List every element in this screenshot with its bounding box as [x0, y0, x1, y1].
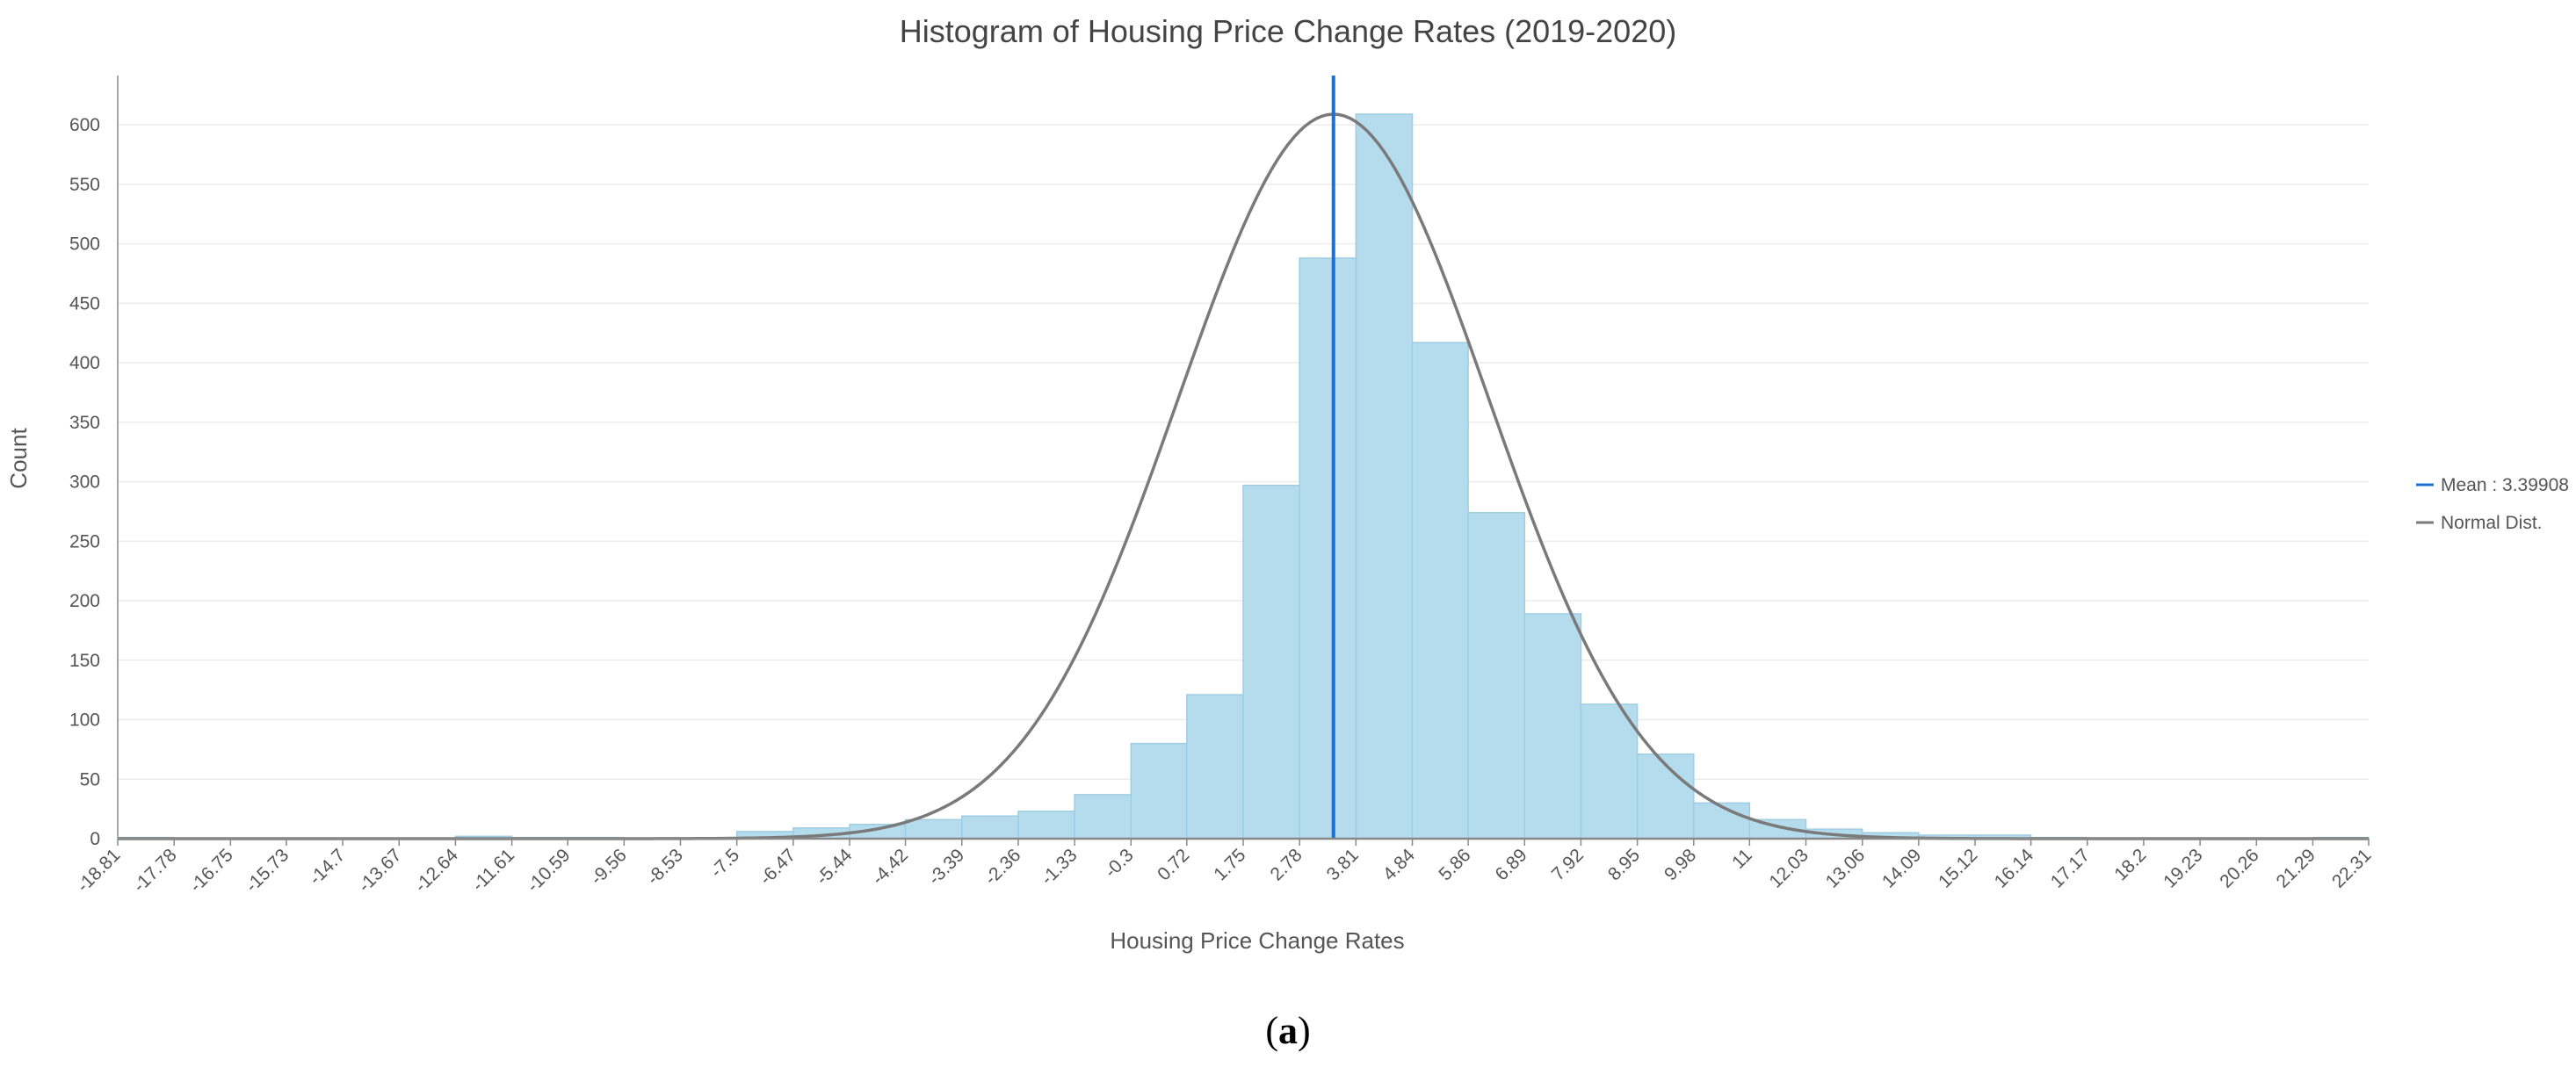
x-tick-label: 18.2: [2110, 845, 2150, 884]
x-tick-label: 6.89: [1492, 845, 1531, 884]
x-tick-label: -8.53: [643, 845, 687, 889]
x-tick-label: -1.33: [1037, 845, 1081, 889]
x-tick-label: 17.17: [2047, 845, 2094, 891]
x-tick-label: 5.86: [1435, 845, 1474, 884]
y-tick-label: 600: [69, 115, 100, 135]
x-tick-label: 12.03: [1766, 845, 1813, 891]
x-tick-label: -12.64: [411, 845, 463, 897]
x-tick-label: -13.67: [354, 845, 405, 896]
x-tick-label: 13.06: [1822, 845, 1869, 891]
histogram-bar: [1299, 257, 1357, 840]
x-tick-label: -2.36: [980, 845, 1024, 889]
y-tick-label: 150: [69, 651, 100, 671]
x-tick-label: 19.23: [2160, 845, 2206, 891]
x-tick-label: 9.98: [1661, 845, 1700, 884]
x-tick-label: 22.31: [2328, 845, 2375, 891]
histogram-bar: [1242, 484, 1300, 840]
x-tick-label: 14.09: [1878, 845, 1925, 891]
histogram-bar: [1411, 342, 1469, 840]
y-tick-label: 550: [69, 175, 100, 195]
histogram-bar: [1355, 113, 1414, 840]
x-axis-title: Housing Price Change Rates: [1110, 927, 1404, 954]
y-axis: 0 50 100 150 200 250 300 350 400 450 500 550 600: [69, 76, 119, 849]
caption-letter: a: [1278, 1009, 1298, 1052]
y-tick-label: 350: [69, 413, 100, 433]
x-tick-label: 0.72: [1154, 845, 1193, 884]
histogram-bar: [1523, 613, 1582, 840]
y-tick-label: 400: [69, 353, 100, 373]
y-tick-label: 100: [69, 710, 100, 731]
caption-close-paren: ): [1298, 1009, 1311, 1052]
y-tick-label: 500: [69, 234, 100, 255]
x-tick-label: 4.84: [1379, 845, 1419, 884]
legend: Mean : 3.39908 Normal Dist.: [2416, 475, 2569, 533]
histogram-bar: [1580, 703, 1639, 840]
histogram-bar: [1467, 512, 1526, 840]
x-tick-label: -0.3: [1101, 845, 1138, 882]
x-tick-label: -4.42: [868, 845, 912, 889]
x-tick-label: -9.56: [587, 845, 631, 889]
histogram-bar: [1186, 694, 1244, 840]
chart-title: Histogram of Housing Price Change Rates …: [900, 13, 1676, 49]
x-tick-label: 7.92: [1548, 845, 1588, 884]
legend-normal-label: Normal Dist.: [2441, 513, 2543, 533]
histogram-bars: [117, 113, 2370, 840]
y-tick-label: 50: [80, 769, 100, 789]
x-axis: -18.81 -17.78 -16.75 -15.73 -14.7 -13.67 -12.6…: [73, 837, 2375, 897]
x-tick-label: 15.12: [1935, 845, 1981, 891]
x-tick-label: 21.29: [2272, 845, 2319, 891]
histogram-bar: [904, 818, 963, 840]
x-tick-label: -10.59: [523, 845, 574, 896]
x-tick-label: -18.81: [73, 845, 124, 896]
y-tick-label: 250: [69, 531, 100, 552]
histogram-bar: [1130, 742, 1188, 840]
x-tick-label: -11.61: [468, 845, 518, 895]
x-tick-label: 20.26: [2216, 845, 2262, 891]
x-tick-label: -15.73: [242, 845, 293, 896]
legend-mean-label: Mean : 3.39908: [2441, 475, 2569, 495]
histogram-bar: [1074, 794, 1132, 840]
figure-caption: (a): [1265, 1009, 1310, 1052]
x-tick-label: -7.5: [706, 845, 743, 882]
x-tick-label: 2.78: [1266, 845, 1306, 884]
y-tick-label: 450: [69, 293, 100, 314]
histogram-bar: [961, 815, 1019, 840]
x-tick-label: -17.78: [129, 845, 180, 896]
x-tick-label: 8.95: [1604, 845, 1644, 884]
histogram-bar: [1017, 811, 1075, 840]
x-tick-label: -16.75: [185, 845, 236, 896]
y-tick-label: 200: [69, 591, 100, 611]
x-tick-label: 11: [1728, 845, 1756, 873]
y-axis-title: Count: [5, 428, 32, 489]
histogram-bar: [1693, 802, 1751, 840]
x-tick-label: -3.39: [924, 845, 968, 889]
x-tick-label: 1.75: [1210, 845, 1249, 884]
y-tick-label: 300: [69, 472, 100, 493]
caption-open-paren: (: [1265, 1009, 1278, 1052]
x-tick-label: -6.47: [756, 845, 800, 889]
x-tick-label: 3.81: [1323, 845, 1363, 884]
y-tick-label: 0: [90, 829, 100, 849]
x-tick-label: 16.14: [1991, 845, 2038, 892]
x-tick-label: -14.7: [305, 845, 349, 889]
x-tick-label: -5.44: [812, 845, 856, 889]
histogram-bar: [1636, 753, 1695, 840]
